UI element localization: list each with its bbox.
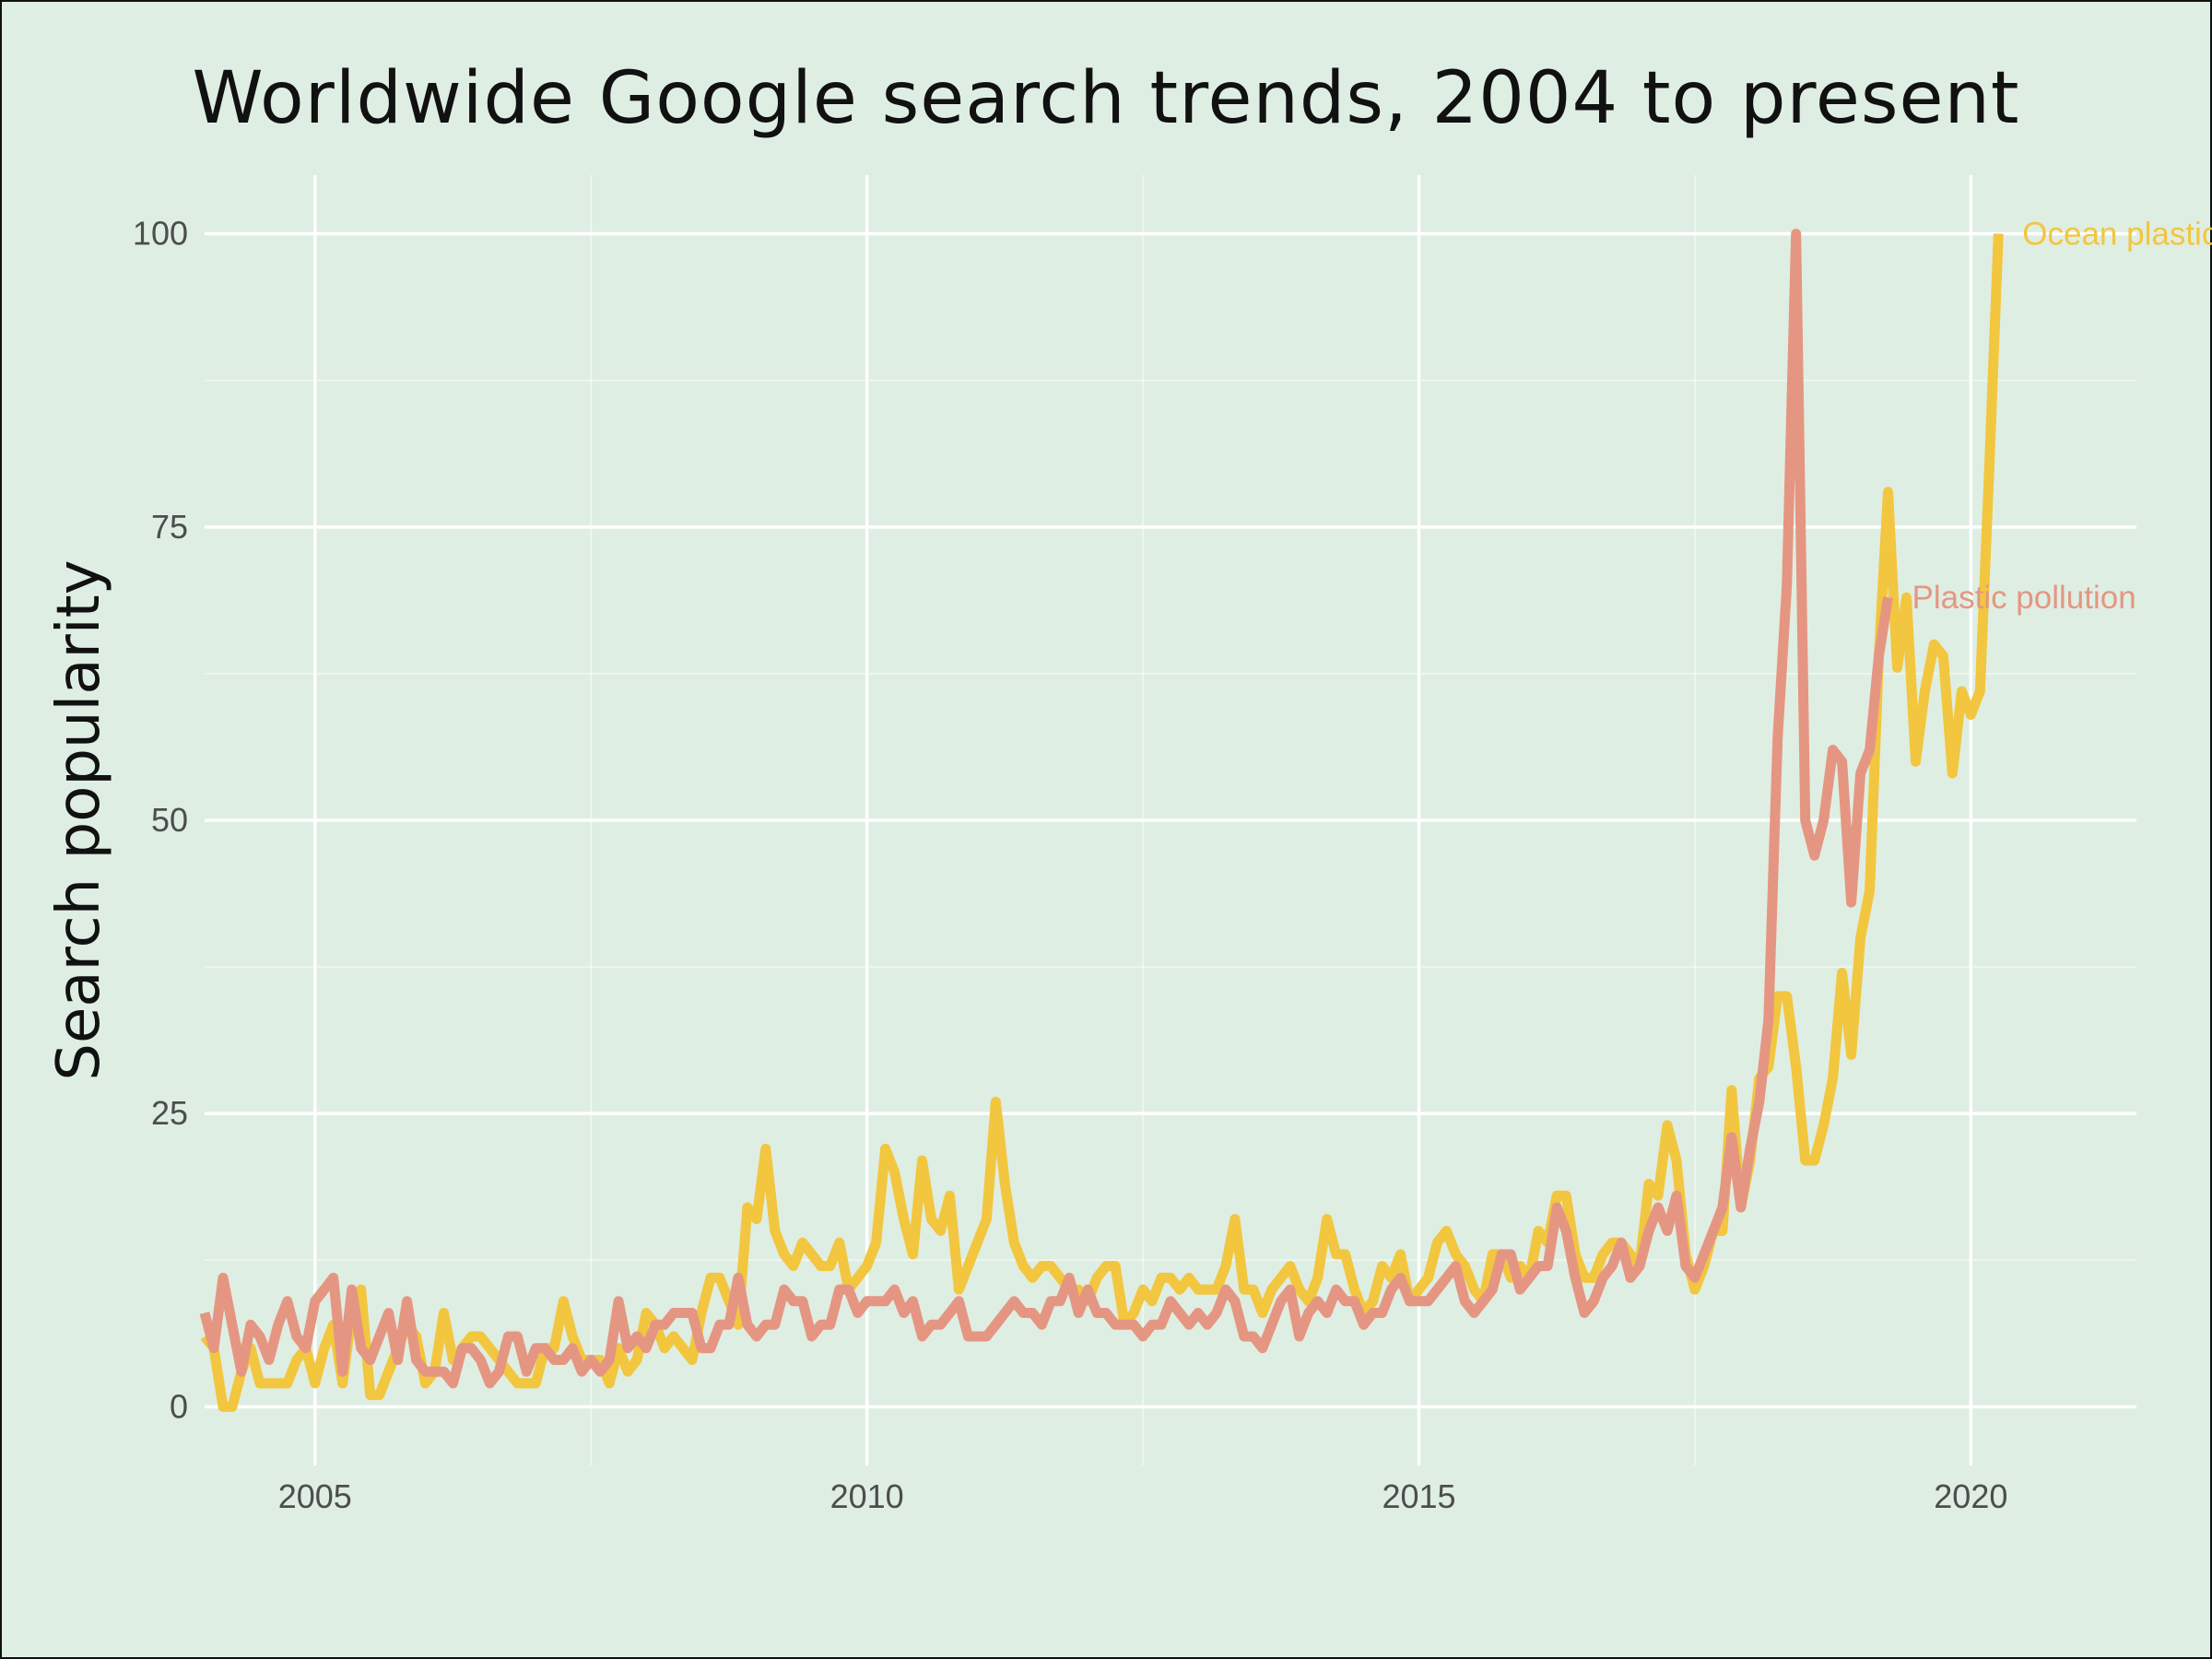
x-tick-label: 2010 (830, 1477, 904, 1515)
chart-title: Worldwide Google search trends, 2004 to … (192, 57, 2020, 140)
y-tick-label: 25 (151, 1094, 188, 1132)
y-tick-label: 75 (151, 508, 188, 546)
series-label-plastic-pollution: Plastic pollution (1912, 580, 2136, 616)
y-tick-label: 100 (133, 215, 188, 253)
x-tick-label: 2005 (278, 1477, 352, 1515)
x-tick-label: 2015 (1382, 1477, 1455, 1515)
y-tick-label: 0 (170, 1387, 188, 1425)
series-lines (199, 229, 2004, 1412)
x-tick-label: 2020 (1934, 1477, 2007, 1515)
series-end-labels: Ocean plastic Plastic pollution (1912, 217, 2212, 617)
tick-labels: 0 25 50 75 100 2005 2010 2015 2020 (133, 215, 2007, 1515)
y-tick-label: 50 (151, 801, 188, 839)
series-line-plastic-pollution (199, 229, 1893, 1389)
major-gridlines (205, 175, 2136, 1465)
series-label-ocean-plastic: Ocean plastic (2022, 217, 2212, 253)
